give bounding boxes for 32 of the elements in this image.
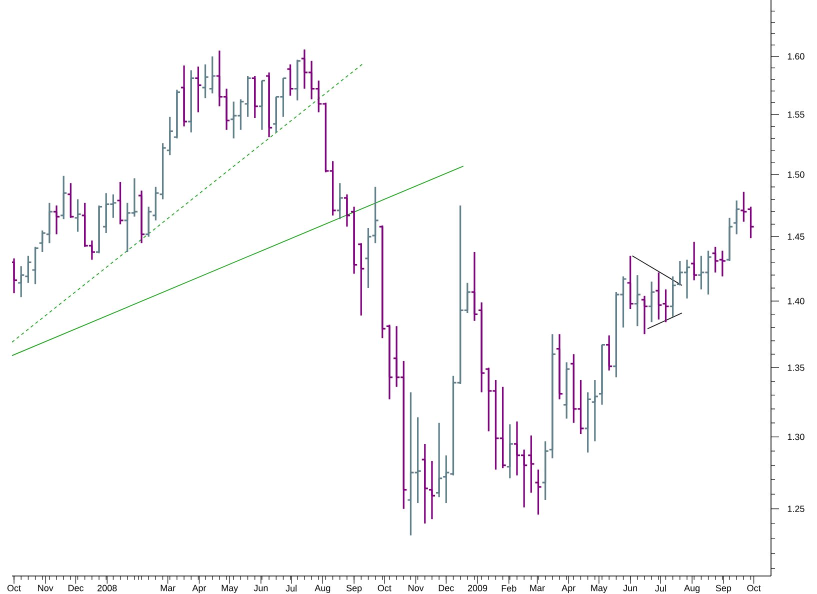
x-tick-label: Apr	[192, 584, 206, 593]
x-tick-label: Jun	[623, 584, 638, 592]
y-tick-label: 1.60	[788, 53, 804, 60]
x-tick-label: Jul	[655, 584, 666, 592]
x-tick-label: Oct	[747, 584, 761, 592]
x-tick-label: Mar	[160, 584, 176, 592]
x-tick-label: Apr	[562, 584, 576, 593]
x-tick-label: Feb	[502, 584, 516, 592]
x-tick-label: 2008	[98, 584, 117, 592]
x-tick-label: Nov	[38, 584, 54, 592]
x-tick-label: Aug	[314, 584, 330, 593]
x-tick-label: Jul	[286, 584, 296, 592]
y-tick-label: 1.40	[788, 298, 804, 304]
y-tick-label: 1.30	[788, 434, 804, 440]
x-tick-label: May	[591, 584, 608, 593]
x-tick-label: Dec	[438, 584, 454, 592]
x-tick-label: May	[222, 584, 238, 593]
x-tick-label: 2009	[468, 584, 488, 592]
y-tick-label: 1.50	[788, 171, 804, 178]
x-tick-label: Sep	[716, 584, 732, 594]
x-tick-label: Jun	[254, 584, 268, 592]
x-tick-label: Dec	[68, 584, 84, 592]
x-tick-label: Nov	[408, 584, 424, 592]
x-tick-label: Oct	[7, 584, 21, 592]
y-tick-label: 1.35	[788, 364, 804, 371]
x-tick-label: Oct	[378, 584, 392, 592]
x-tick-label: Sep	[346, 584, 362, 594]
y-tick-label: 1.55	[788, 111, 804, 118]
x-tick-label: Aug	[684, 584, 700, 593]
x-tick-label: Mar	[530, 584, 545, 592]
y-tick-label: 1.45	[788, 234, 804, 240]
y-tick-label: 1.25	[788, 506, 804, 512]
